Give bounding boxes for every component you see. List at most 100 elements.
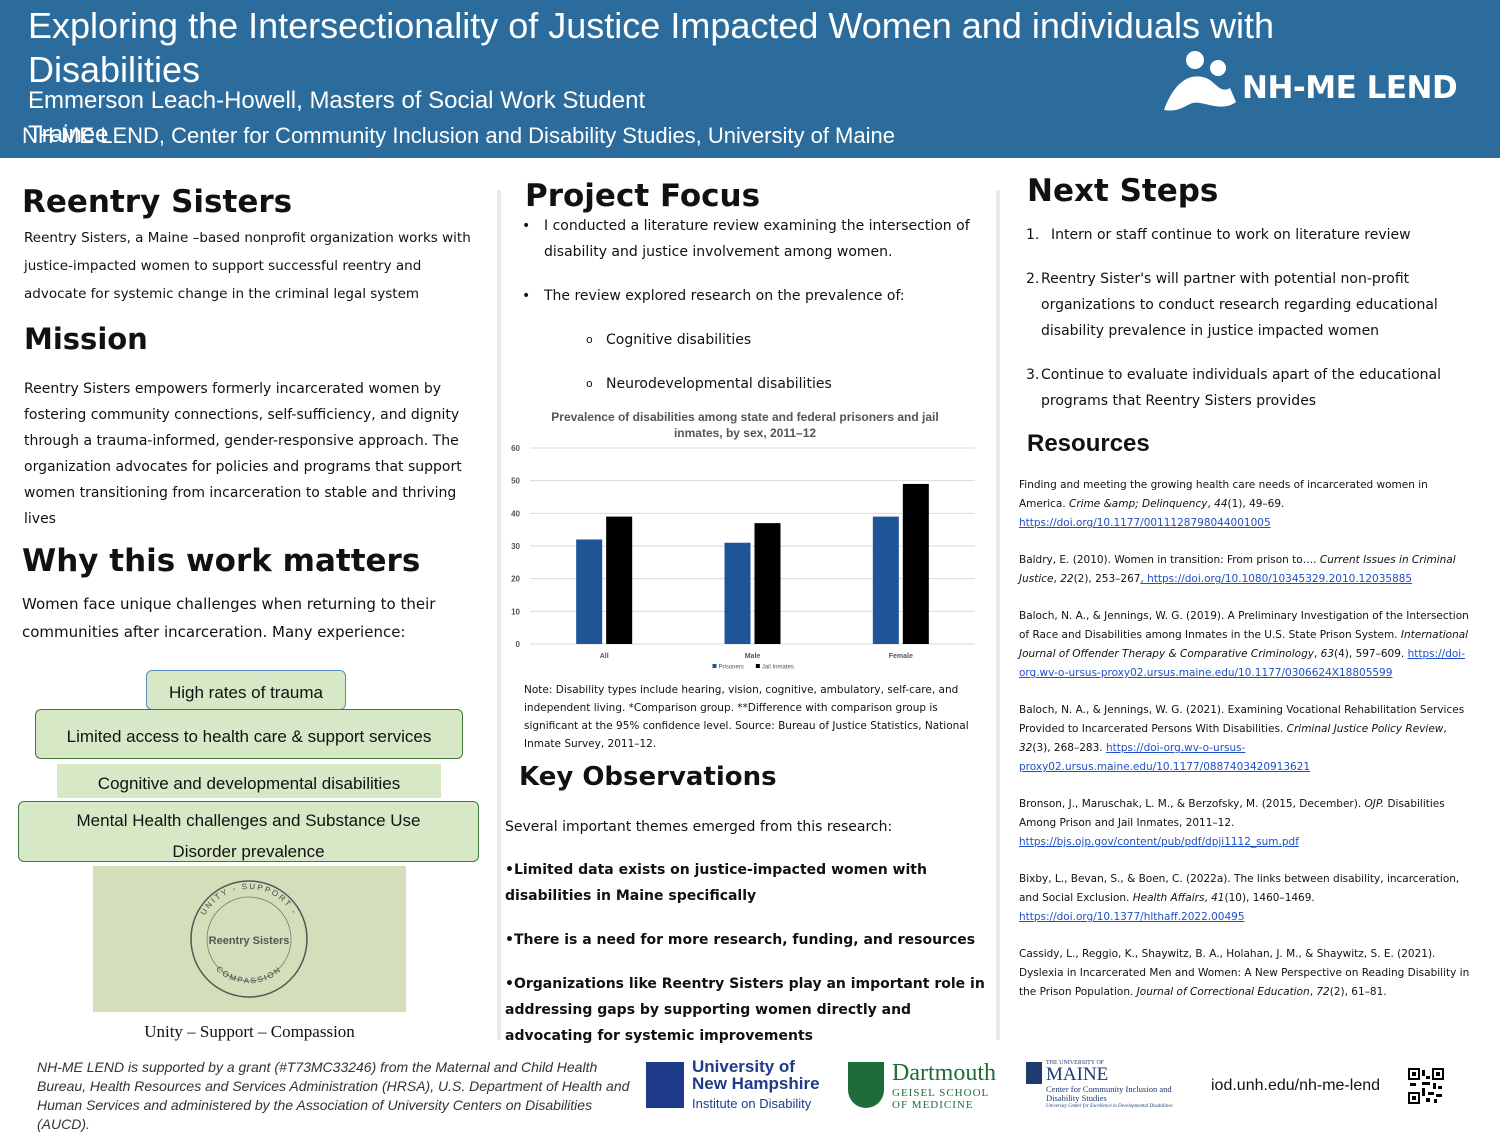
unh-sub: Institute on Disability — [692, 1096, 812, 1111]
reference-text: Cassidy, L., Reggio, K., Shaywitz, B. A.… — [1019, 948, 1470, 998]
sub-bullet: o Cognitive disabilities — [522, 327, 982, 353]
y-tick-label: 50 — [511, 477, 520, 486]
reference-text: (3), 268–283. — [1032, 742, 1106, 754]
maine-name: MAINE — [1046, 1064, 1109, 1085]
decoration — [1412, 1096, 1416, 1100]
reference-link[interactable]: https://doi.org/10.1377/hlthaff.2022.004… — [1019, 911, 1245, 923]
chart-title: Prevalence of disabilities among state a… — [551, 410, 939, 440]
reference: Bixby, L., Bevan, S., & Boen, C. (2022a)… — [1019, 870, 1471, 927]
bullet-text: Neurodevelopmental disabilities — [606, 376, 832, 392]
x-tick-label: Female — [889, 653, 913, 660]
decoration — [1433, 1083, 1436, 1089]
reference-text: (2), 253–267 — [1073, 573, 1141, 585]
funding-note: NH-ME LEND is supported by a grant (#T73… — [37, 1059, 630, 1132]
y-tick-label: 30 — [511, 542, 520, 551]
bullet-dot: • — [522, 288, 531, 304]
legend-swatch — [712, 664, 717, 668]
decoration — [1428, 1092, 1434, 1095]
logo-ring-text: COMPASSION — [214, 964, 283, 985]
bullet: • The review explored research on the pre… — [522, 283, 982, 309]
y-tick-label: 40 — [511, 509, 520, 518]
reference-text: International Journal of Offender Therap… — [1019, 629, 1469, 660]
section-text: Reentry Sisters, a Maine –based nonprofi… — [24, 230, 471, 302]
step-number: 1. — [1026, 227, 1040, 243]
y-tick-label: 60 — [511, 444, 520, 453]
legend-label: Jail Inmates — [762, 665, 794, 671]
reference: Finding and meeting the growing health c… — [1019, 476, 1471, 533]
reference-text: Current Issues in Criminal Justice — [1019, 554, 1456, 585]
bullet-text: Cognitive disabilities — [606, 332, 752, 348]
maine-logo-mark — [1026, 1062, 1042, 1084]
reference-text: 41 — [1211, 892, 1225, 904]
step-text: Continue to evaluate individuals apart o… — [1041, 367, 1442, 409]
reference-text: Finding and meeting the growing health c… — [1019, 479, 1428, 510]
logo-caption: Unity – Support – Compassion — [144, 1022, 355, 1041]
dartmouth-name: Dartmouth — [892, 1060, 996, 1086]
section-text: Several important themes emerged from th… — [505, 819, 893, 835]
bullet-dot: o — [586, 333, 593, 346]
reference: Baldry, E. (2010). Women in transition: … — [1019, 551, 1471, 589]
decoration — [1410, 1083, 1416, 1086]
reference-text: (1), 49–69. — [1227, 498, 1285, 510]
reference-text: Baloch, N. A., & Jennings, W. G. (2019).… — [1019, 610, 1469, 641]
decoration — [1438, 1086, 1442, 1089]
reference-text: , — [1053, 573, 1061, 585]
unh-logo-mark — [646, 1062, 684, 1108]
challenge-box: Mental Health challenges and Substance U… — [18, 801, 479, 862]
reference-link[interactable]: https://doi-org.wv-o-ursus-proxy02.ursus… — [1019, 742, 1311, 773]
y-tick-label: 0 — [516, 640, 521, 649]
bullet: • I conducted a literature review examini… — [522, 213, 982, 265]
y-tick-label: 20 — [511, 575, 520, 584]
bullet-dot: • — [522, 218, 531, 234]
section-heading: Reentry Sisters — [22, 184, 293, 220]
section-heading: Resources — [1027, 430, 1150, 457]
reference-text: Baloch, N. A., & Jennings, W. G. (2021).… — [1019, 704, 1465, 735]
reference-text: (10), 1460–1469. — [1224, 892, 1315, 904]
bar — [754, 523, 781, 644]
y-tick-label: 10 — [511, 607, 520, 616]
decoration — [1186, 51, 1204, 69]
reference-text: Baldry, E. (2010). Women in transition: … — [1019, 554, 1320, 566]
reference-link[interactable]: https://doi-org.wv-o-ursus-proxy02.ursus… — [1019, 648, 1466, 679]
reference: Cassidy, L., Reggio, K., Shaywitz, B. A.… — [1019, 945, 1471, 1002]
reference: Baloch, N. A., & Jennings, W. G. (2019).… — [1019, 607, 1471, 683]
chart-note: Note: Disability types include hearing, … — [524, 684, 969, 750]
bullet-list: • I conducted a literature review examini… — [522, 213, 982, 397]
reference-link[interactable]: , https://doi.org/10.1080/10345329.2010.… — [1140, 573, 1413, 585]
decoration — [1164, 76, 1236, 111]
logo-icon — [1164, 51, 1236, 111]
step-text: Intern or staff continue to work on lite… — [1051, 227, 1411, 243]
section-heading: Why this work matters — [22, 543, 421, 579]
reference-list: Finding and meeting the growing health c… — [1019, 476, 1471, 1020]
affiliation: NH-ME LEND, Center for Community Inclusi… — [22, 123, 895, 148]
decoration — [1210, 60, 1226, 76]
reference-text: , — [1443, 723, 1447, 735]
reference-text: 72 — [1316, 986, 1330, 998]
decoration — [1408, 1068, 1420, 1080]
section-text: Reentry Sisters empowers formerly incarc… — [24, 381, 462, 527]
decoration — [1422, 1070, 1425, 1076]
observation: •There is a need for more research, fund… — [505, 932, 976, 948]
reference-link[interactable]: https://bjs.ojp.gov/content/pub/pdf/dpji… — [1019, 836, 1299, 848]
column-separator — [497, 190, 501, 1040]
maine-top: THE UNIVERSITY OF — [1046, 1060, 1105, 1066]
reference-text: Bronson, J., Maruschak, L. M., & Berzofs… — [1019, 798, 1365, 810]
reference-text: , — [1207, 498, 1215, 510]
observation: •Organizations like Reentry Sisters play… — [505, 976, 985, 1044]
sub-bullet: o Neurodevelopmental disabilities — [522, 371, 982, 397]
observation: •Limited data exists on justice-impacted… — [505, 862, 927, 904]
challenge-box: Cognitive and developmental disabilities — [57, 764, 441, 798]
reference-text: , — [1309, 986, 1317, 998]
header: Exploring the Intersectionality of Justi… — [0, 0, 1500, 158]
decoration — [1408, 1092, 1420, 1104]
reference-text: (4), 597–609. — [1334, 648, 1408, 660]
bar — [606, 516, 633, 644]
logo-ring-text: UNITY - SUPPORT - — [199, 882, 298, 917]
bullet-dot: o — [586, 377, 593, 390]
logo-ring-text: COMPASSION — [214, 964, 281, 985]
logo-ring — [206, 896, 292, 982]
step-text: Reentry Sister's will partner with poten… — [1041, 271, 1438, 339]
step-number: 3. — [1026, 367, 1040, 383]
decoration — [1432, 1068, 1444, 1080]
reference-link[interactable]: https://doi.org/10.1177/0011128798044001… — [1019, 517, 1271, 529]
